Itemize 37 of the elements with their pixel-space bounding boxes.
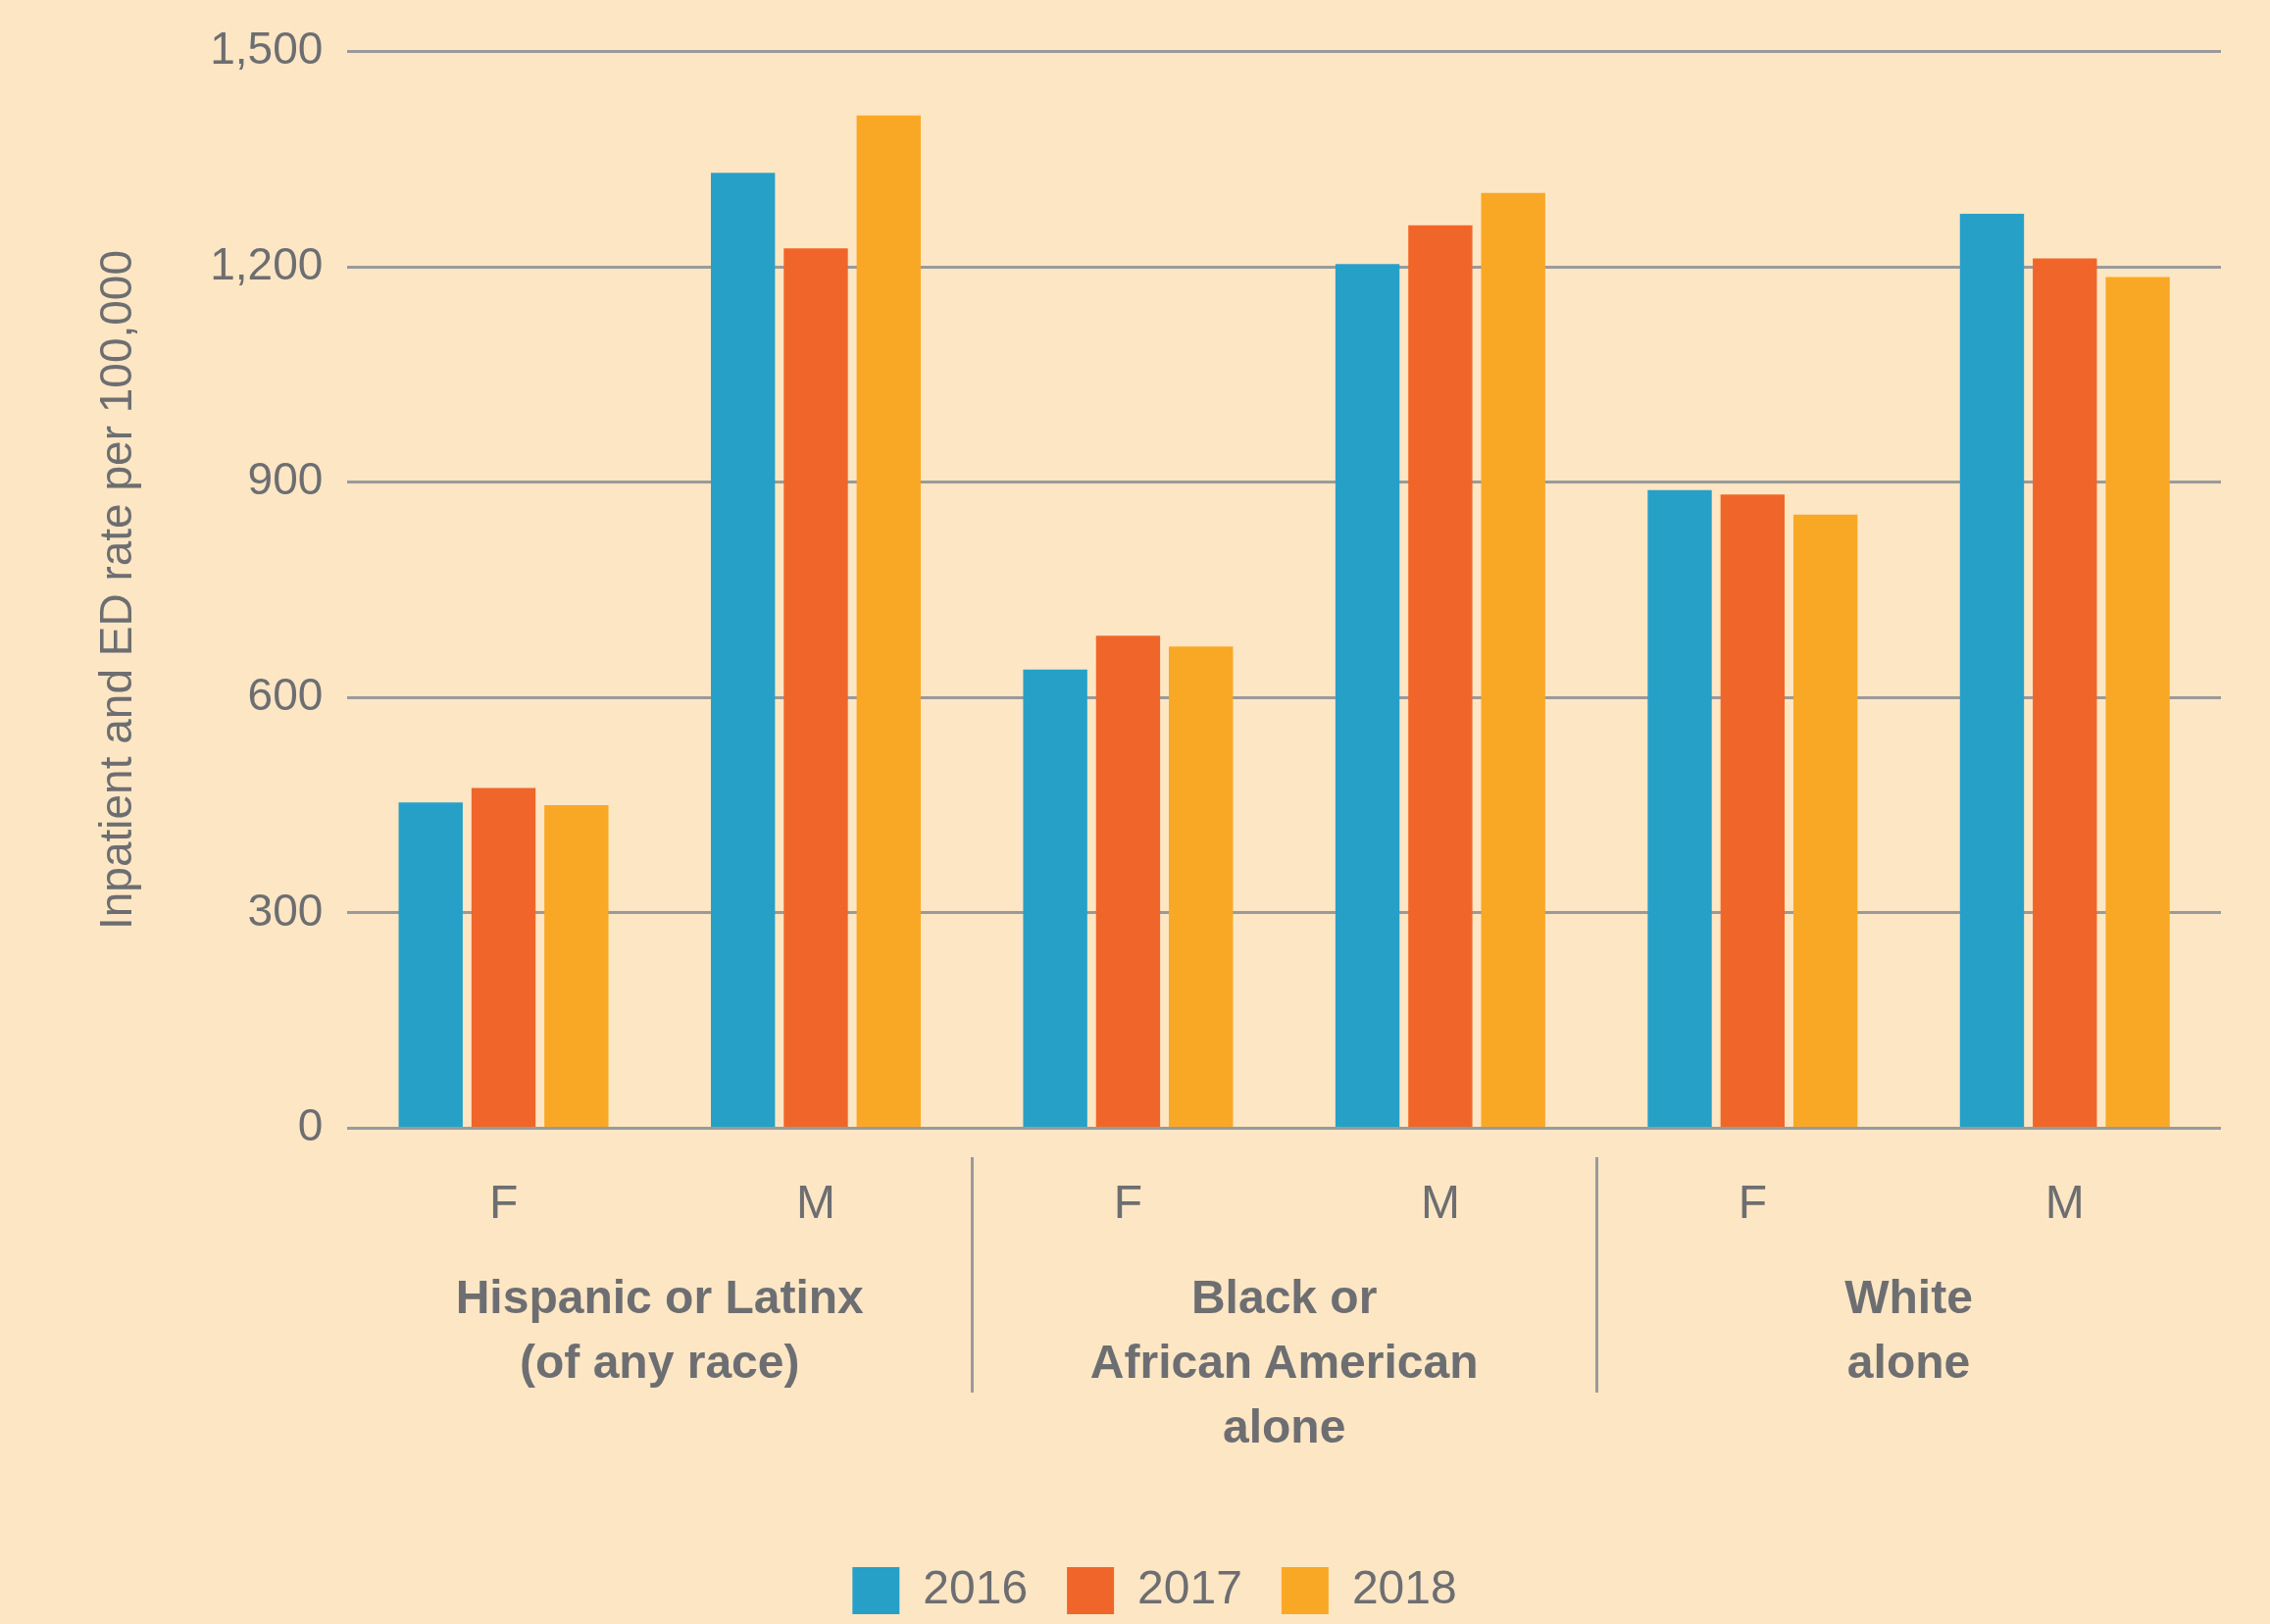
- legend-label: 2018: [1351, 1561, 1457, 1614]
- bar: [1335, 264, 1400, 1127]
- y-tick-label: 0: [297, 1099, 324, 1151]
- x-tick-label: M: [2044, 1176, 2085, 1229]
- bar: [1792, 514, 1858, 1127]
- x-tick-label: F: [488, 1176, 519, 1229]
- text: White alone: [1843, 1270, 1974, 1391]
- bar: [1095, 635, 1161, 1127]
- y-tick-label: 300: [247, 884, 324, 936]
- y-tick-label: 600: [247, 668, 324, 720]
- y-tick-label: 1,200: [210, 237, 324, 289]
- bar: [1169, 646, 1234, 1127]
- y-tick-label: 1,500: [210, 23, 324, 75]
- bar: [1647, 489, 1712, 1127]
- bar: [1023, 669, 1087, 1127]
- bar: [471, 787, 536, 1127]
- bar: [398, 802, 463, 1127]
- bar: [2033, 258, 2097, 1127]
- text: Hispanic or Latinx (of any race): [454, 1270, 865, 1391]
- bar: [544, 805, 609, 1127]
- legend-label: 2016: [923, 1561, 1029, 1614]
- y-tick-label: 900: [247, 453, 324, 505]
- legend-label: 2017: [1137, 1561, 1242, 1614]
- bar: [1959, 214, 2025, 1127]
- text: Black or African American alone: [1088, 1270, 1480, 1455]
- bar: [783, 248, 848, 1127]
- y-axis-title: Inpatient and ED rate per 100,000: [90, 249, 142, 931]
- bar: [1720, 494, 1786, 1127]
- bar: [1408, 225, 1473, 1127]
- x-tick-label: F: [1738, 1176, 1767, 1229]
- bar: [856, 115, 921, 1127]
- bar: [2105, 277, 2170, 1127]
- bar: [1481, 192, 1545, 1127]
- bar: [710, 173, 776, 1127]
- x-tick-label: F: [1113, 1176, 1143, 1229]
- x-tick-label: M: [795, 1176, 835, 1229]
- x-tick-label: M: [1420, 1176, 1460, 1229]
